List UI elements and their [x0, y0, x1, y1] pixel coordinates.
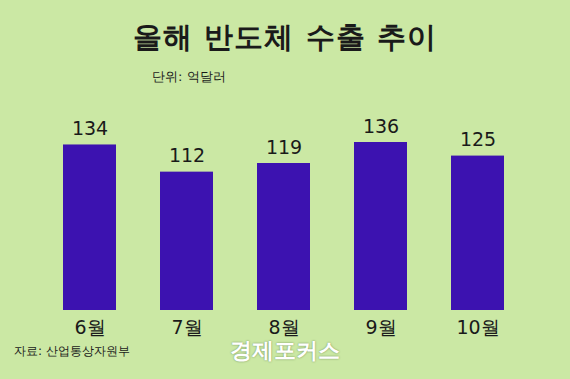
svg-text:6월: 6월 — [74, 316, 105, 338]
html-text:경제포커스: 경제포커스 — [230, 338, 340, 363]
svg-text:112: 112 — [169, 144, 205, 166]
svg-text:134: 134 — [72, 117, 108, 139]
svg-text:119: 119 — [266, 136, 302, 158]
svg-text:10월: 10월 — [456, 316, 499, 338]
svg-text:125: 125 — [460, 128, 496, 150]
svg-text:8월: 8월 — [268, 316, 299, 338]
html-text:자료: 산업통상자원부: 자료: 산업통상자원부 — [14, 344, 130, 358]
html-text:단위: 억달러: 단위: 억달러 — [152, 69, 226, 84]
html-text:올해 반도체 수출 추이: 올해 반도체 수출 추이 — [133, 20, 437, 54]
svg-text:7월: 7월 — [171, 316, 202, 338]
svg-text:9월: 9월 — [365, 316, 396, 338]
svg-text:136: 136 — [363, 115, 399, 137]
